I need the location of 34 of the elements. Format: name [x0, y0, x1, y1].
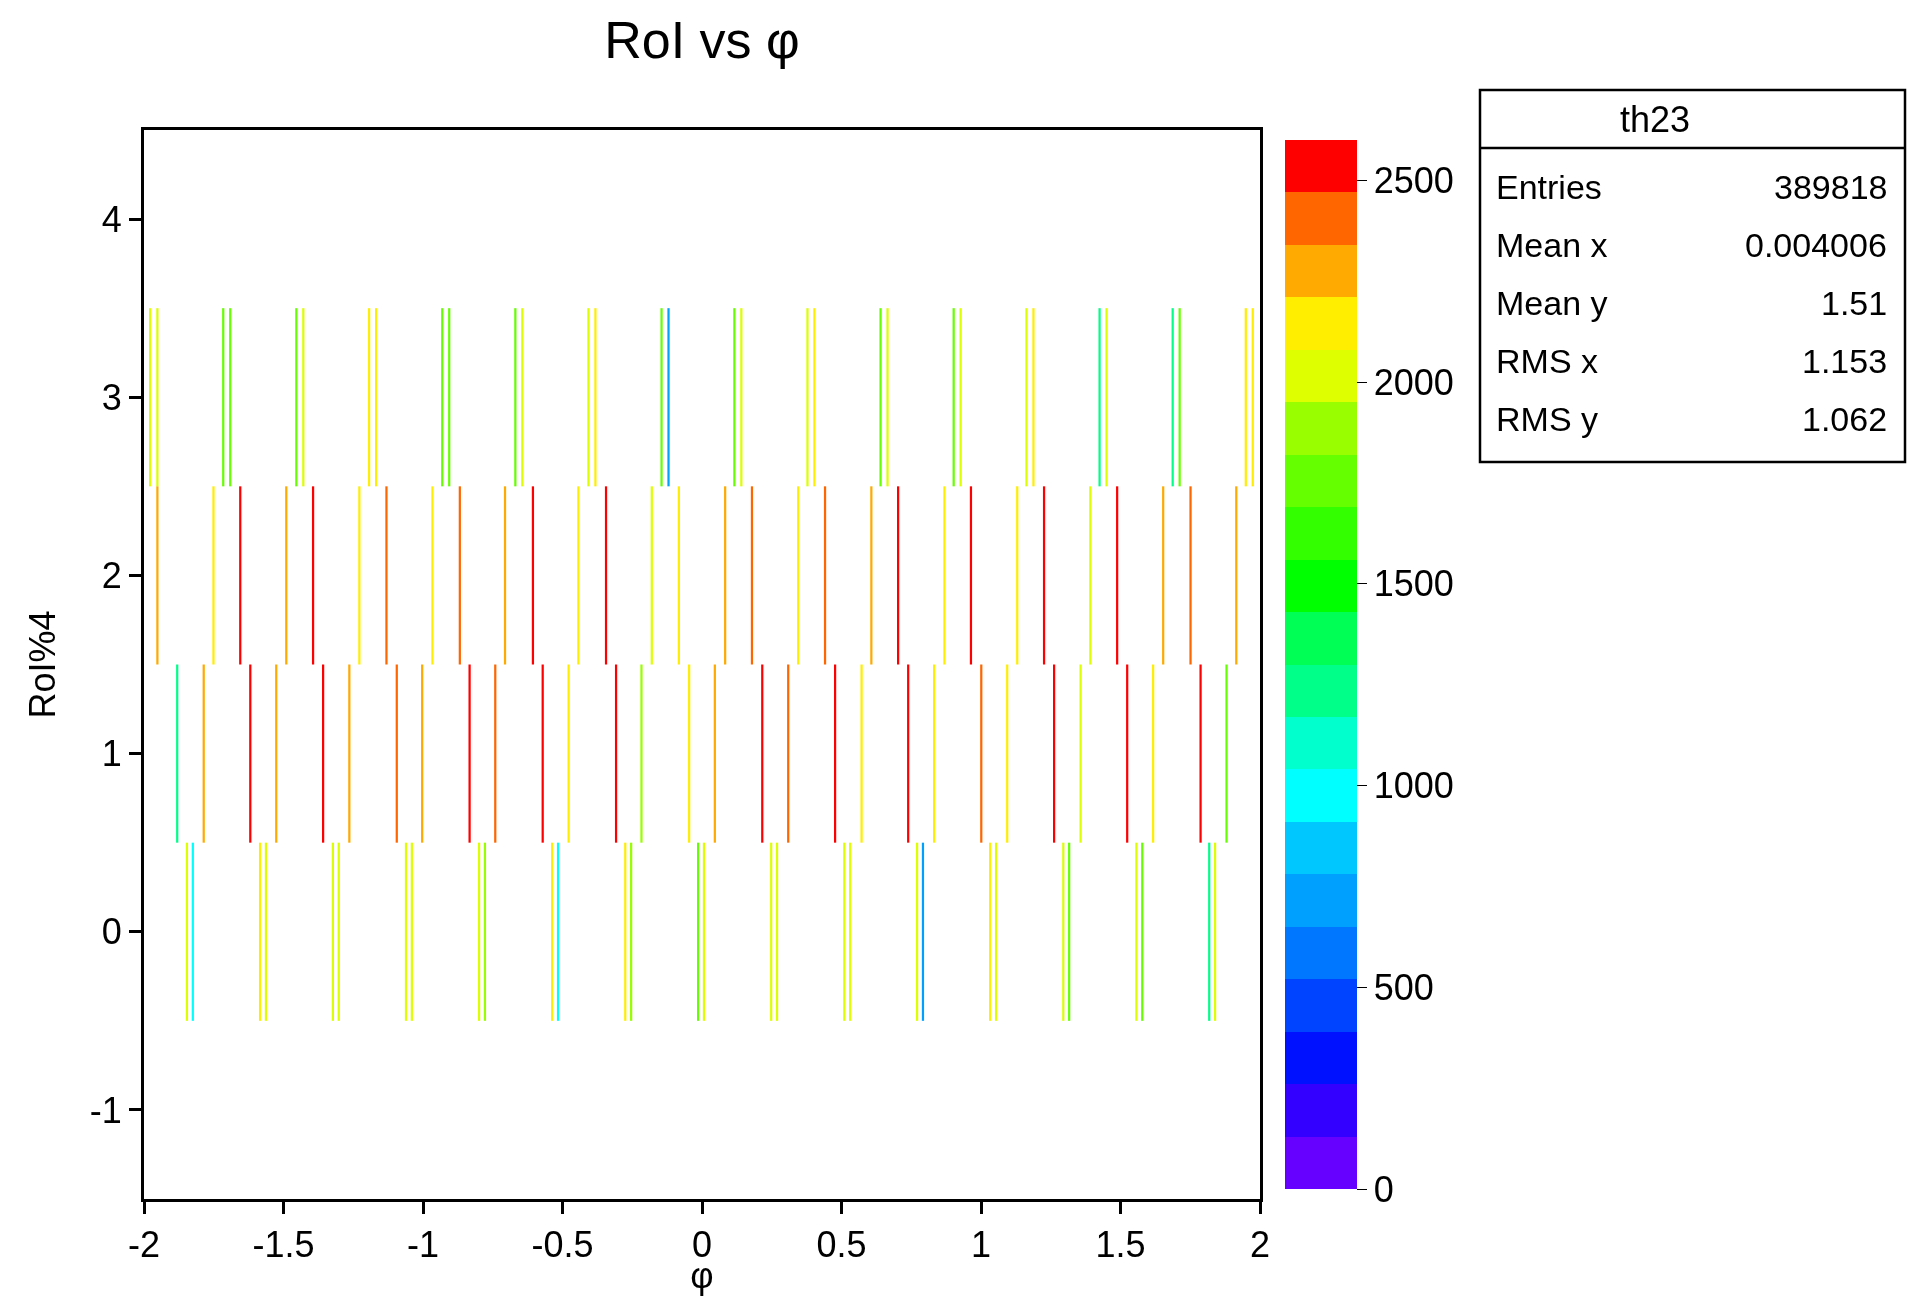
x-tick-label: 0.5 [816, 1224, 867, 1266]
text: 1.153 [1802, 342, 1888, 380]
x-tick-label: 1 [970, 1224, 992, 1266]
text: Entries [1496, 168, 1602, 206]
text: 389818 [1774, 168, 1888, 206]
x-tick-label: -2 [127, 1224, 161, 1266]
y-tick-label: 3 [101, 376, 122, 418]
x-tick-label: -1 [406, 1224, 440, 1266]
y-tick-label: -1 [89, 1089, 122, 1131]
color-bar-label: 2000 [1373, 361, 1454, 403]
text: Mean x [1496, 226, 1608, 264]
color-bar-label: 0 [1373, 1168, 1394, 1210]
text: RMS y [1496, 400, 1598, 438]
x-tick-label: 1.5 [1095, 1224, 1146, 1266]
color-bar-label: 1000 [1373, 765, 1454, 807]
color-bar-label: 500 [1373, 966, 1434, 1008]
y-tick-label: 4 [101, 198, 122, 240]
y-tick-label: 0 [101, 911, 122, 953]
x-tick-label: 0 [691, 1224, 713, 1266]
x-tick-label: -0.5 [531, 1224, 594, 1266]
color-bar-label: 2500 [1373, 159, 1454, 201]
x-tick-label: 2 [1249, 1224, 1271, 1266]
color-bar-label: 1500 [1373, 563, 1454, 605]
y-tick-label: 1 [101, 733, 122, 775]
x-tick-label: -1.5 [252, 1224, 315, 1266]
chart-title: RoI vs φ [604, 11, 800, 70]
text: 1.51 [1821, 284, 1888, 322]
text: Mean y [1496, 284, 1608, 322]
text: RMS x [1496, 342, 1598, 380]
y-tick-label: 2 [101, 555, 122, 597]
y-axis-title: RoI%4 [21, 610, 63, 719]
text: 0.004006 [1745, 226, 1887, 264]
text: 1.062 [1802, 400, 1888, 438]
text: th23 [1620, 99, 1691, 140]
